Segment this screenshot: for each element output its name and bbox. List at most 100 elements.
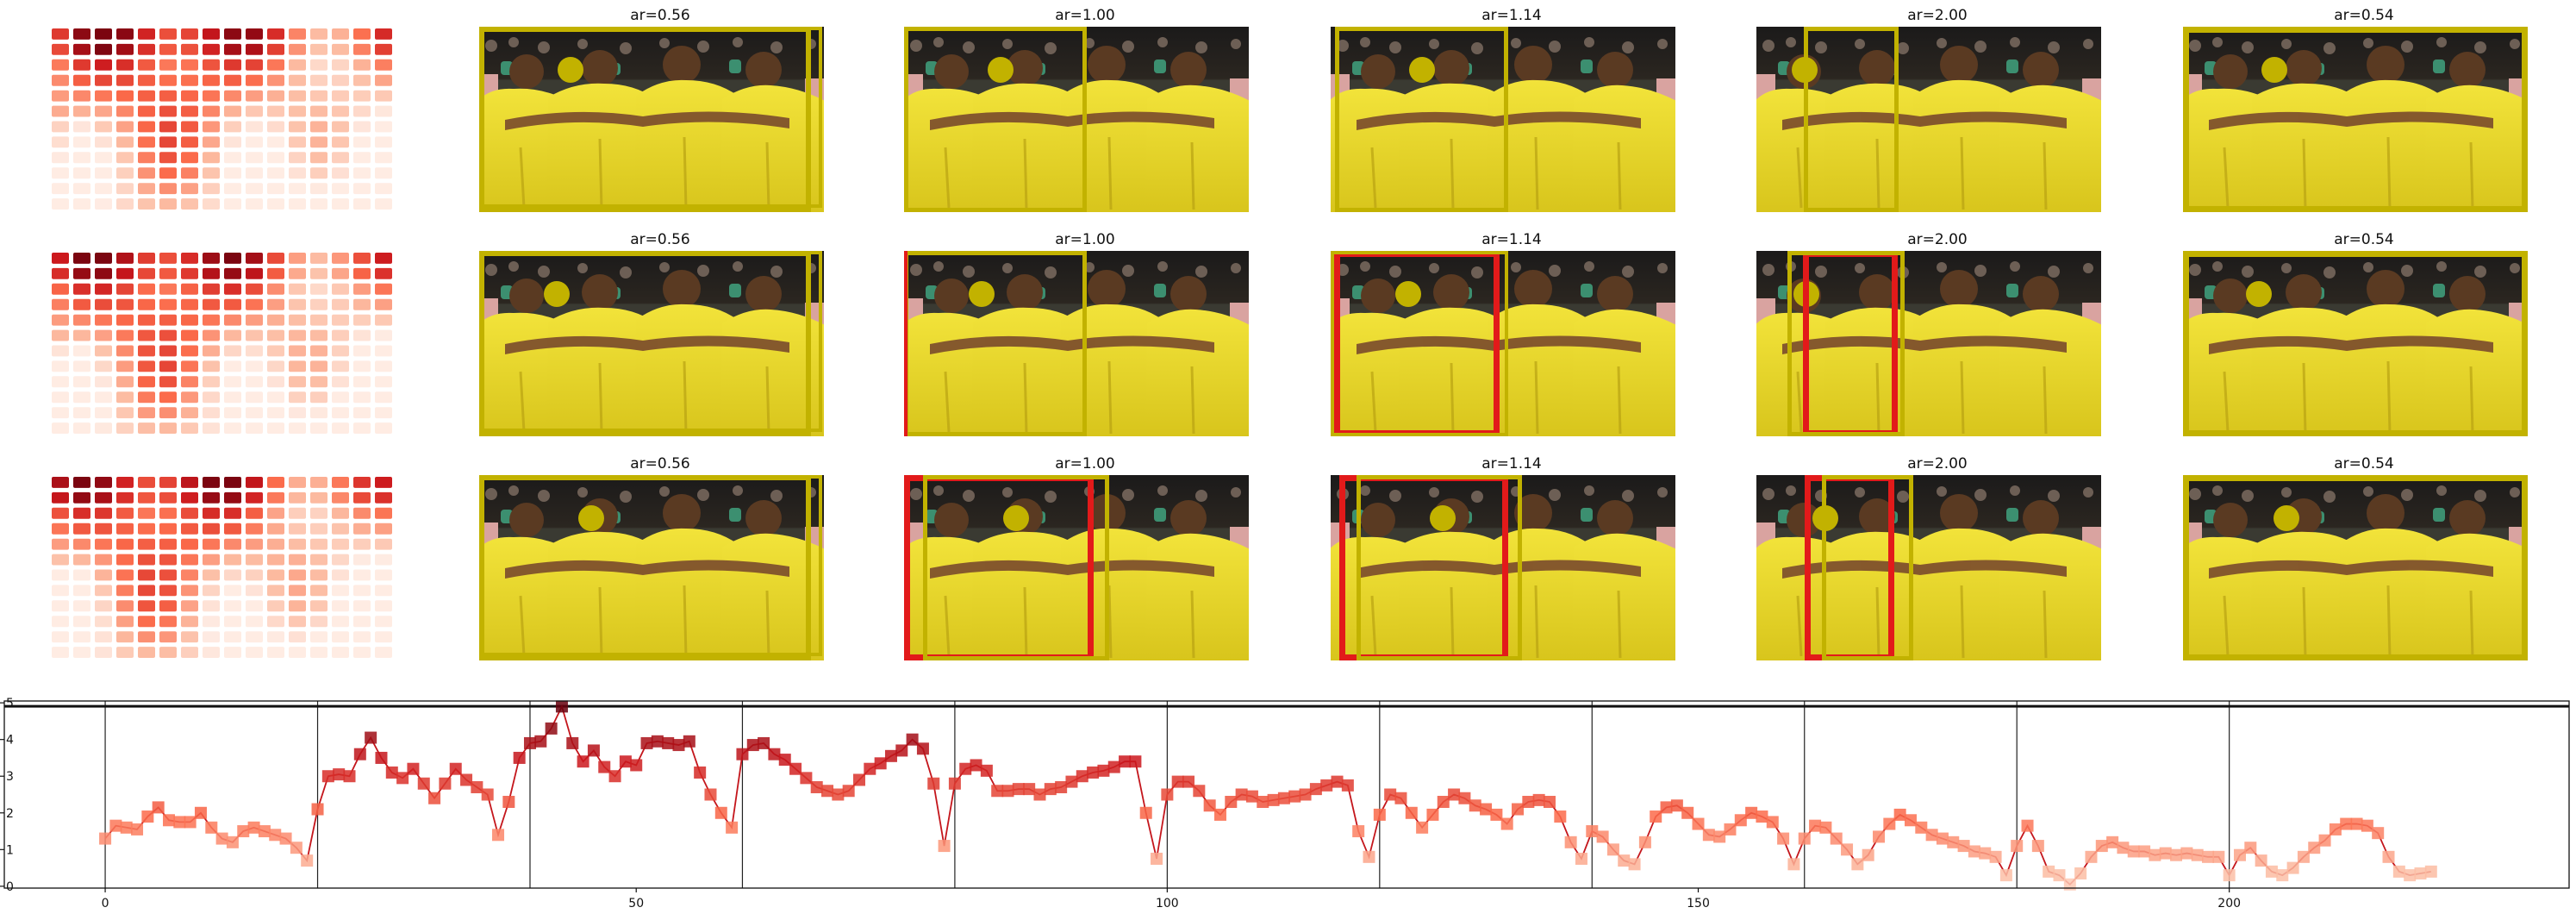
y-tick-label: 3 [6,770,14,784]
heatmap-cell [310,477,327,488]
heatmap-cell [95,422,112,434]
heatmap-cell [289,136,306,148]
heatmap-cell [246,152,263,164]
heatmap-cell [116,600,134,612]
heatmap-cell [267,167,284,179]
heatmap-cell [332,267,349,279]
data-point [2095,840,2108,853]
data-point [1490,808,1503,821]
heatmap-cell [332,314,349,326]
heatmap-cell [375,298,392,310]
data-point [1299,788,1312,801]
heatmap-cell [224,198,241,210]
crop-panel: ar=0.56 [479,231,824,436]
heatmap-cell [332,59,349,71]
heatmap-cell [246,407,263,419]
heatmap-cell [353,59,371,71]
data-point [1055,780,1068,793]
heatmap-cell [332,507,349,519]
data-point [1225,796,1238,809]
heatmap-cell [95,183,112,195]
heatmap-cell [310,198,327,210]
heatmap-cell [289,554,306,566]
heatmap-cell [181,152,198,164]
heatmap-cell [353,600,371,612]
data-point [353,748,366,760]
heatmap-cell [52,198,69,210]
data-point [1532,793,1545,806]
data-point [1692,817,1705,830]
heatmap-cell [332,422,349,434]
heatmap-cell [310,28,327,40]
heatmap-cell [73,183,90,195]
heatmap-cell [73,329,90,341]
heatmap-cell [73,136,90,148]
data-point [587,744,600,757]
data-point [906,733,919,746]
heatmap-cell [138,283,155,295]
heatmap-cell [375,121,392,133]
data-point [1458,792,1471,804]
data-point [2286,861,2299,874]
crop-panel: ar=1.00 [904,455,1249,660]
heatmap-cell [95,314,112,326]
heatmap-cell [375,523,392,535]
data-point [1564,836,1577,848]
heatmap-cell [310,183,327,195]
heatmap-cell [95,360,112,372]
data-point [916,742,929,755]
data-point [1606,843,1619,856]
heatmap-cell [267,90,284,102]
crop-panel: ar=0.54 [2183,7,2528,212]
heatmap-cell [310,105,327,117]
heatmap-cell [224,523,241,535]
heatmap-cell [353,198,371,210]
heatmap-cell [116,376,134,388]
reference-box [904,251,908,436]
heatmap-cell [73,360,90,372]
heatmap-cell [224,136,241,148]
heatmap-cell [267,105,284,117]
heatmap-cell [159,267,177,279]
data-point [439,777,452,790]
heatmap-cell [116,253,134,264]
panel-title: ar=2.00 [1907,7,1968,24]
heatmap-cell [73,616,90,628]
heatmap-cell [332,253,349,264]
heatmap-cell [73,267,90,279]
heatmap-cell [224,152,241,164]
heatmap-cell [116,105,134,117]
heatmap-cell [332,329,349,341]
crop-panel: ar=1.00 [904,231,1249,436]
data-point [1139,806,1152,819]
heatmap-cell [224,283,241,295]
data-point [1416,821,1429,834]
data-point [1777,832,1790,845]
heatmap-cell [224,407,241,419]
heatmap-cell [224,345,241,357]
heatmap-cell [52,647,69,658]
heatmap-cell [375,43,392,55]
data-point [1352,825,1365,838]
heatmap-cell [289,183,306,195]
heatmap-cell [310,391,327,404]
heatmap-cell [181,376,198,388]
data-point [2340,817,2353,830]
heatmap-cell [267,523,284,535]
heatmap-cell [246,647,263,658]
heatmap-cell [116,28,134,40]
heatmap-cell [246,198,263,210]
data-point [301,854,314,867]
data-point [1798,832,1811,845]
heatmap-cell [310,59,327,71]
data-point [1904,814,1917,827]
data-point [1819,821,1832,834]
data-point [1203,799,1216,812]
y-tick-label: 1 [6,843,14,857]
photo [479,475,824,660]
data-point [598,760,611,773]
heatmap-cell [267,422,284,434]
heatmap [52,253,392,434]
heatmap-cell [138,631,155,643]
plot-axes [3,700,2570,889]
